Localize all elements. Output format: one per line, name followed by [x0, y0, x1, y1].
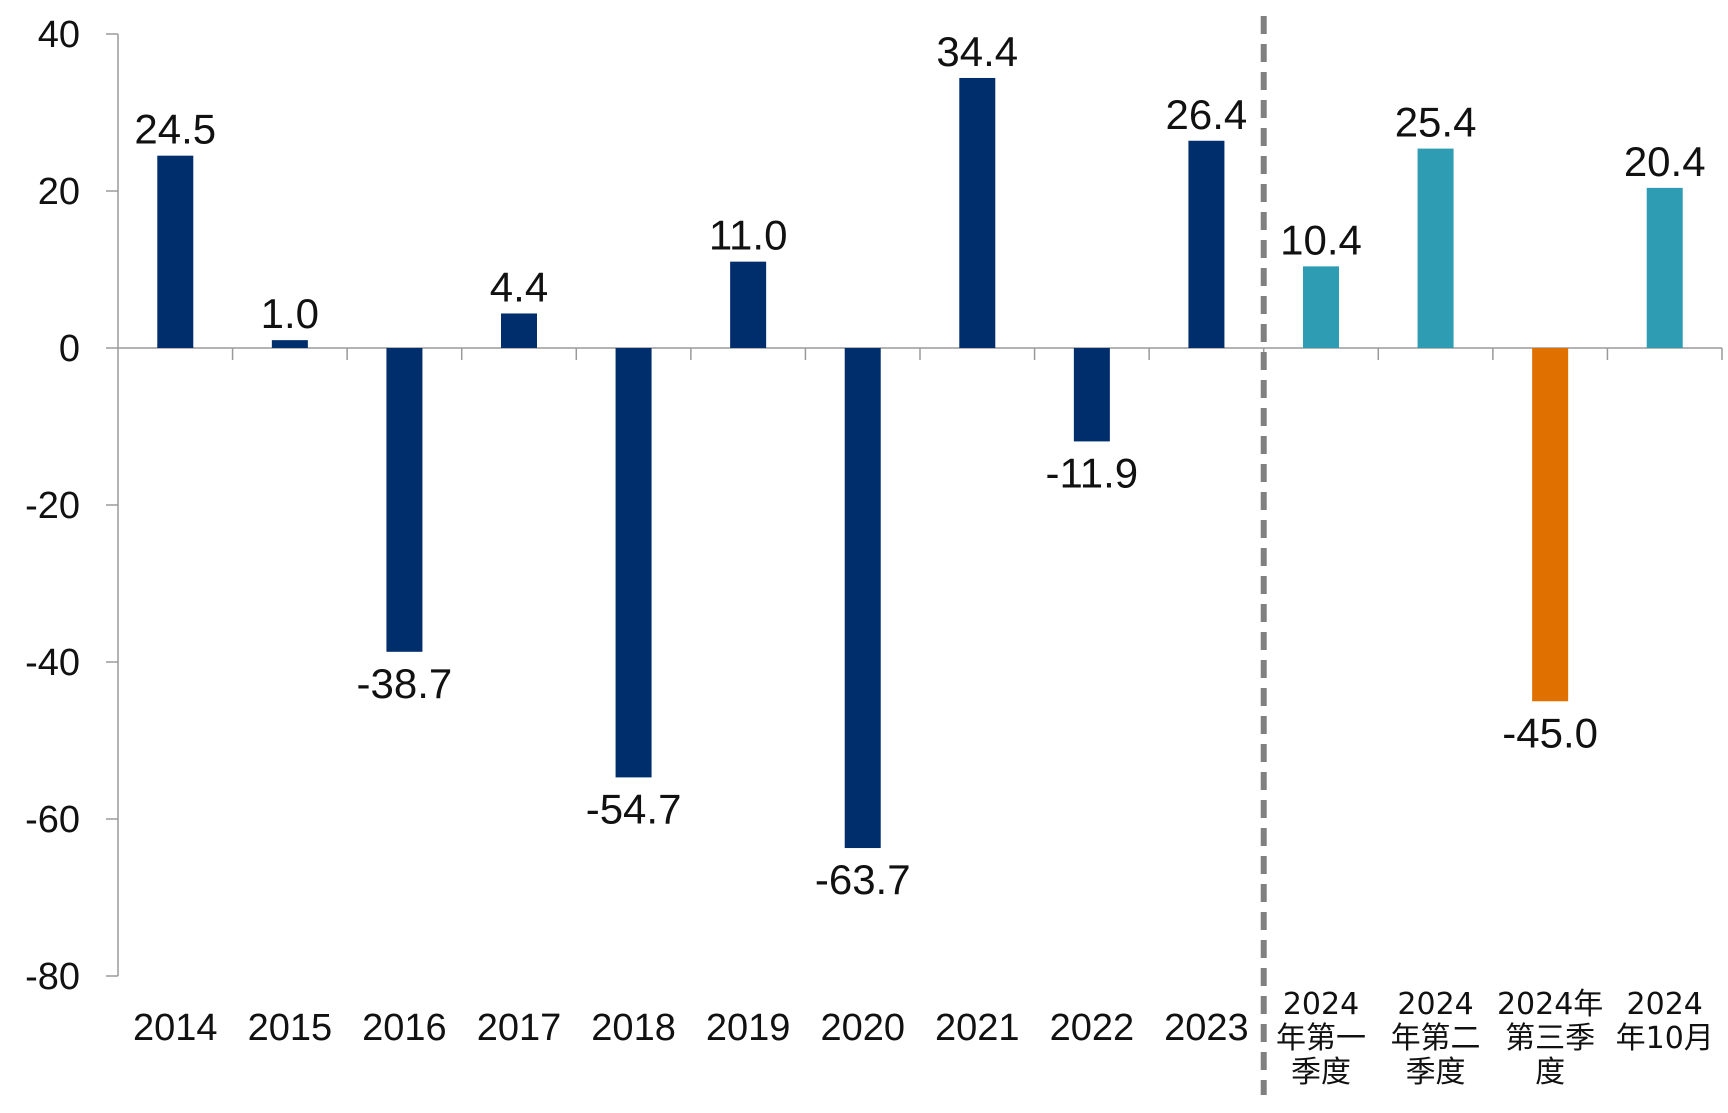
- bar-3: [501, 313, 537, 348]
- axes: [106, 33, 1723, 977]
- data-label-9: 26.4: [1166, 91, 1248, 138]
- bar-2: [386, 348, 423, 652]
- data-label-11: 25.4: [1395, 99, 1477, 146]
- bar-6: [844, 348, 881, 849]
- data-label-3: 4.4: [490, 263, 548, 310]
- x-category-labels: 2014 2015 2016 2017 2018 2019 2020 2021 2022 2023…: [133, 987, 1714, 1090]
- data-label-12: -45.0: [1502, 709, 1598, 756]
- y-tick-label: -20: [25, 485, 80, 527]
- data-label-8: -11.9: [1046, 449, 1139, 496]
- x-category-label: 2017: [477, 1007, 562, 1049]
- data-label-1: 1.0: [261, 290, 319, 337]
- bar-9: [1188, 140, 1225, 348]
- x-category-label: 2021: [935, 1007, 1020, 1049]
- data-label-7: 34.4: [936, 28, 1018, 75]
- data-labels: 24.5 1.0 -38.7 4.4 -54.7 11.0 -63.7 34.4 -11.9 26…: [134, 28, 1705, 903]
- x-category-label: 2014: [133, 1007, 218, 1049]
- bar-5: [730, 261, 767, 348]
- data-label-5: 11.0: [709, 212, 788, 259]
- bar-11: [1417, 148, 1454, 348]
- x-category-label: 2019: [706, 1007, 791, 1049]
- bar-7: [959, 77, 996, 349]
- y-tick-label: 20: [38, 171, 80, 213]
- bars: [157, 77, 1683, 849]
- y-tick-label: -40: [25, 642, 80, 684]
- x-category-label: 2020: [820, 1007, 905, 1049]
- data-label-6: -63.7: [815, 856, 911, 903]
- y-tick-label: -60: [25, 799, 80, 841]
- data-label-13: 20.4: [1624, 138, 1706, 185]
- x-category-label: 2023: [1164, 1007, 1249, 1049]
- bar-0: [157, 155, 194, 348]
- x-category-label: 2015: [248, 1007, 333, 1049]
- x-category-label: 2024 年第一季度: [1276, 987, 1366, 1090]
- x-category-label: 2018: [591, 1007, 676, 1049]
- y-tick-labels: 40 20 0 -20 -40 -60 -80: [25, 14, 80, 998]
- x-category-label: 2024 年10月: [1616, 987, 1714, 1056]
- data-label-2: -38.7: [357, 660, 453, 707]
- bar-8: [1073, 348, 1110, 442]
- x-category-label: 2022: [1050, 1007, 1135, 1049]
- y-tick-label: -80: [25, 956, 80, 998]
- data-label-10: 10.4: [1280, 216, 1362, 263]
- x-category-label: 2016: [362, 1007, 447, 1049]
- x-category-label: 2024 年第二季度: [1391, 987, 1481, 1090]
- bar-10: [1303, 266, 1339, 348]
- data-label-0: 24.5: [134, 106, 216, 153]
- bar-1: [271, 340, 308, 348]
- bar-13: [1646, 187, 1683, 348]
- y-tick-label: 0: [59, 328, 80, 370]
- x-category-label: 2024年第三季度: [1497, 987, 1603, 1090]
- y-tick-label: 40: [38, 14, 80, 56]
- bar-4: [615, 348, 652, 778]
- bar-12: [1532, 348, 1569, 702]
- data-label-4: -54.7: [586, 785, 682, 832]
